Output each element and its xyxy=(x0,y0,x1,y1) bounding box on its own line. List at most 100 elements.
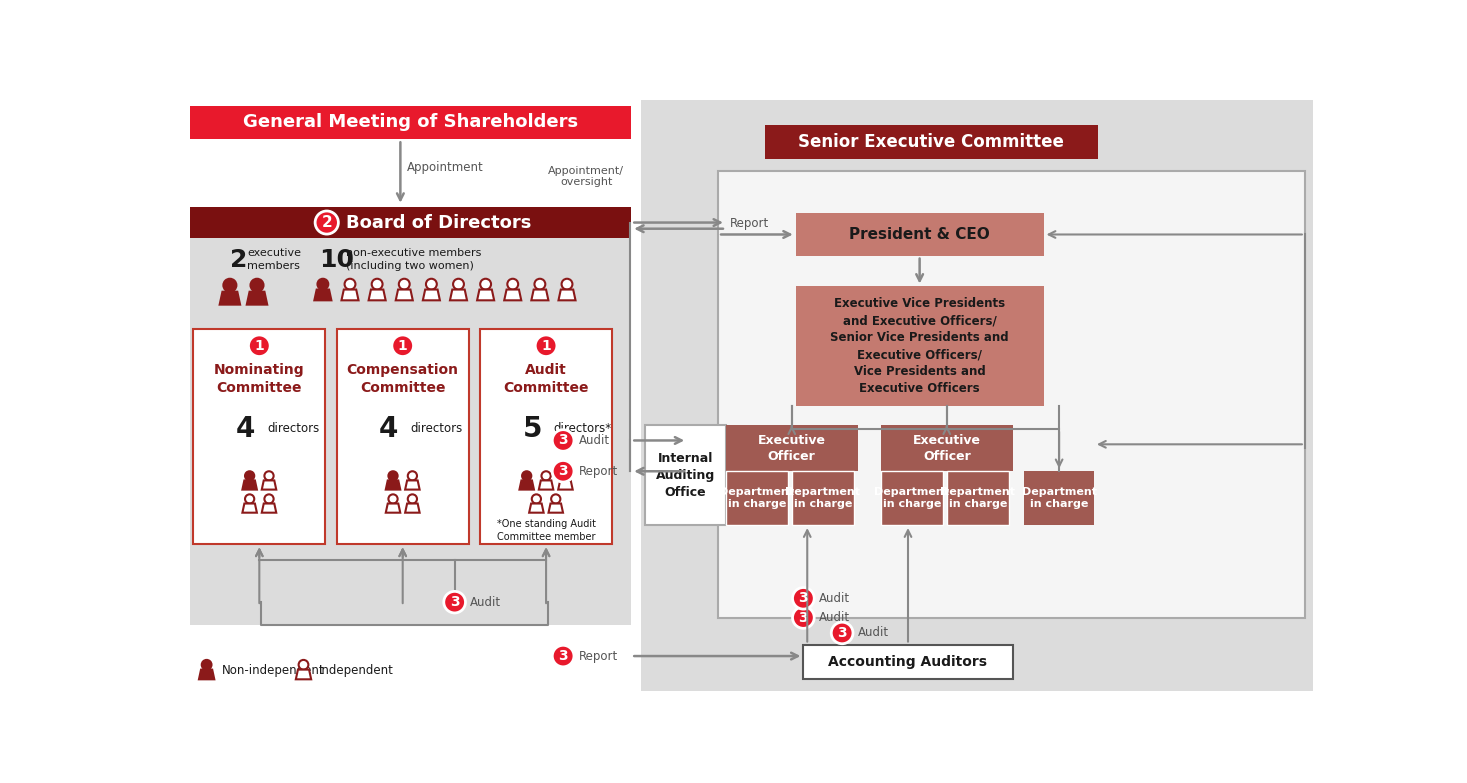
Polygon shape xyxy=(342,290,358,301)
Text: Compensation
Committee: Compensation Committee xyxy=(346,363,459,395)
Text: (including two women): (including two women) xyxy=(346,261,474,271)
Text: 4: 4 xyxy=(378,415,399,443)
Text: Department
in charge: Department in charge xyxy=(719,487,794,510)
Text: Audit: Audit xyxy=(578,434,610,447)
Circle shape xyxy=(552,460,574,482)
Bar xyxy=(189,100,631,691)
Bar xyxy=(795,213,1043,256)
Circle shape xyxy=(245,471,254,481)
Text: Audit: Audit xyxy=(819,611,849,624)
Circle shape xyxy=(223,279,236,292)
Polygon shape xyxy=(242,481,257,489)
Text: Non-independent: Non-independent xyxy=(222,664,324,677)
Polygon shape xyxy=(559,290,575,301)
Bar xyxy=(194,329,326,544)
Bar xyxy=(946,471,1009,525)
Bar xyxy=(795,287,1043,406)
Bar xyxy=(189,106,631,139)
Circle shape xyxy=(792,587,814,609)
Text: Audit: Audit xyxy=(819,592,849,604)
Circle shape xyxy=(317,279,329,290)
Polygon shape xyxy=(220,292,241,305)
Polygon shape xyxy=(242,503,257,513)
Text: Report: Report xyxy=(578,650,618,662)
Text: 4: 4 xyxy=(236,415,255,443)
Bar xyxy=(880,425,1012,471)
Text: Appointment/: Appointment/ xyxy=(549,166,625,176)
Text: Audit
Committee: Audit Committee xyxy=(503,363,588,395)
Text: *One standing Audit
Committee member: *One standing Audit Committee member xyxy=(496,519,596,542)
Polygon shape xyxy=(368,290,386,301)
Text: Internal
Auditing
Office: Internal Auditing Office xyxy=(656,452,714,499)
Bar xyxy=(1024,471,1094,525)
Text: Audit: Audit xyxy=(858,626,889,640)
Circle shape xyxy=(371,279,383,290)
Polygon shape xyxy=(261,481,276,489)
Polygon shape xyxy=(505,290,521,301)
Circle shape xyxy=(389,471,398,481)
Circle shape xyxy=(552,645,574,667)
Text: Nominating
Committee: Nominating Committee xyxy=(214,363,305,395)
Text: 3: 3 xyxy=(559,434,568,447)
Polygon shape xyxy=(531,290,549,301)
Text: Audit: Audit xyxy=(469,596,502,608)
Text: 1: 1 xyxy=(254,339,264,353)
Text: Appointment: Appointment xyxy=(406,161,483,174)
Polygon shape xyxy=(296,669,311,680)
Text: non-executive members: non-executive members xyxy=(346,248,481,258)
Text: oversight: oversight xyxy=(560,177,613,186)
Circle shape xyxy=(425,279,437,290)
Text: 2: 2 xyxy=(230,247,248,272)
Circle shape xyxy=(552,494,560,503)
Polygon shape xyxy=(246,292,267,305)
Polygon shape xyxy=(422,290,440,301)
Circle shape xyxy=(299,660,308,669)
Circle shape xyxy=(560,471,571,481)
Bar xyxy=(189,207,631,238)
Polygon shape xyxy=(405,503,420,513)
Text: General Meeting of Shareholders: General Meeting of Shareholders xyxy=(244,114,578,132)
Bar xyxy=(804,644,1012,679)
Text: Report: Report xyxy=(729,217,769,230)
Text: directors: directors xyxy=(411,422,462,435)
Text: directors: directors xyxy=(267,422,320,435)
Text: Executive Vice Presidents
and Executive Officers/
Senior Vice Presidents and
Exe: Executive Vice Presidents and Executive … xyxy=(830,297,1009,395)
Bar xyxy=(880,471,943,525)
Text: executive: executive xyxy=(246,248,301,258)
Polygon shape xyxy=(396,290,412,301)
Bar xyxy=(644,425,726,525)
Circle shape xyxy=(522,471,531,481)
Circle shape xyxy=(445,591,465,613)
Text: 3: 3 xyxy=(450,595,459,609)
Polygon shape xyxy=(261,503,276,513)
Polygon shape xyxy=(530,503,544,513)
Text: 3: 3 xyxy=(798,611,808,625)
Polygon shape xyxy=(386,481,400,489)
Circle shape xyxy=(541,471,550,481)
Text: Department
in charge: Department in charge xyxy=(940,487,1015,510)
Circle shape xyxy=(832,622,852,644)
Circle shape xyxy=(248,335,270,356)
Bar xyxy=(792,471,854,525)
Circle shape xyxy=(264,471,274,481)
Polygon shape xyxy=(386,503,400,513)
Circle shape xyxy=(535,335,557,356)
Text: 3: 3 xyxy=(559,649,568,663)
Circle shape xyxy=(508,279,518,290)
Circle shape xyxy=(552,430,574,451)
Bar xyxy=(641,100,1313,691)
Circle shape xyxy=(408,494,417,503)
Text: 3: 3 xyxy=(559,464,568,478)
Text: 10: 10 xyxy=(318,247,354,272)
Circle shape xyxy=(792,607,814,628)
Bar xyxy=(337,329,468,544)
Bar xyxy=(644,100,1309,691)
Circle shape xyxy=(264,494,274,503)
Text: Department
in charge: Department in charge xyxy=(874,487,949,510)
Polygon shape xyxy=(314,290,332,301)
Polygon shape xyxy=(559,481,572,489)
Circle shape xyxy=(389,494,398,503)
Circle shape xyxy=(399,279,409,290)
Circle shape xyxy=(534,279,546,290)
Text: 1: 1 xyxy=(541,339,552,353)
